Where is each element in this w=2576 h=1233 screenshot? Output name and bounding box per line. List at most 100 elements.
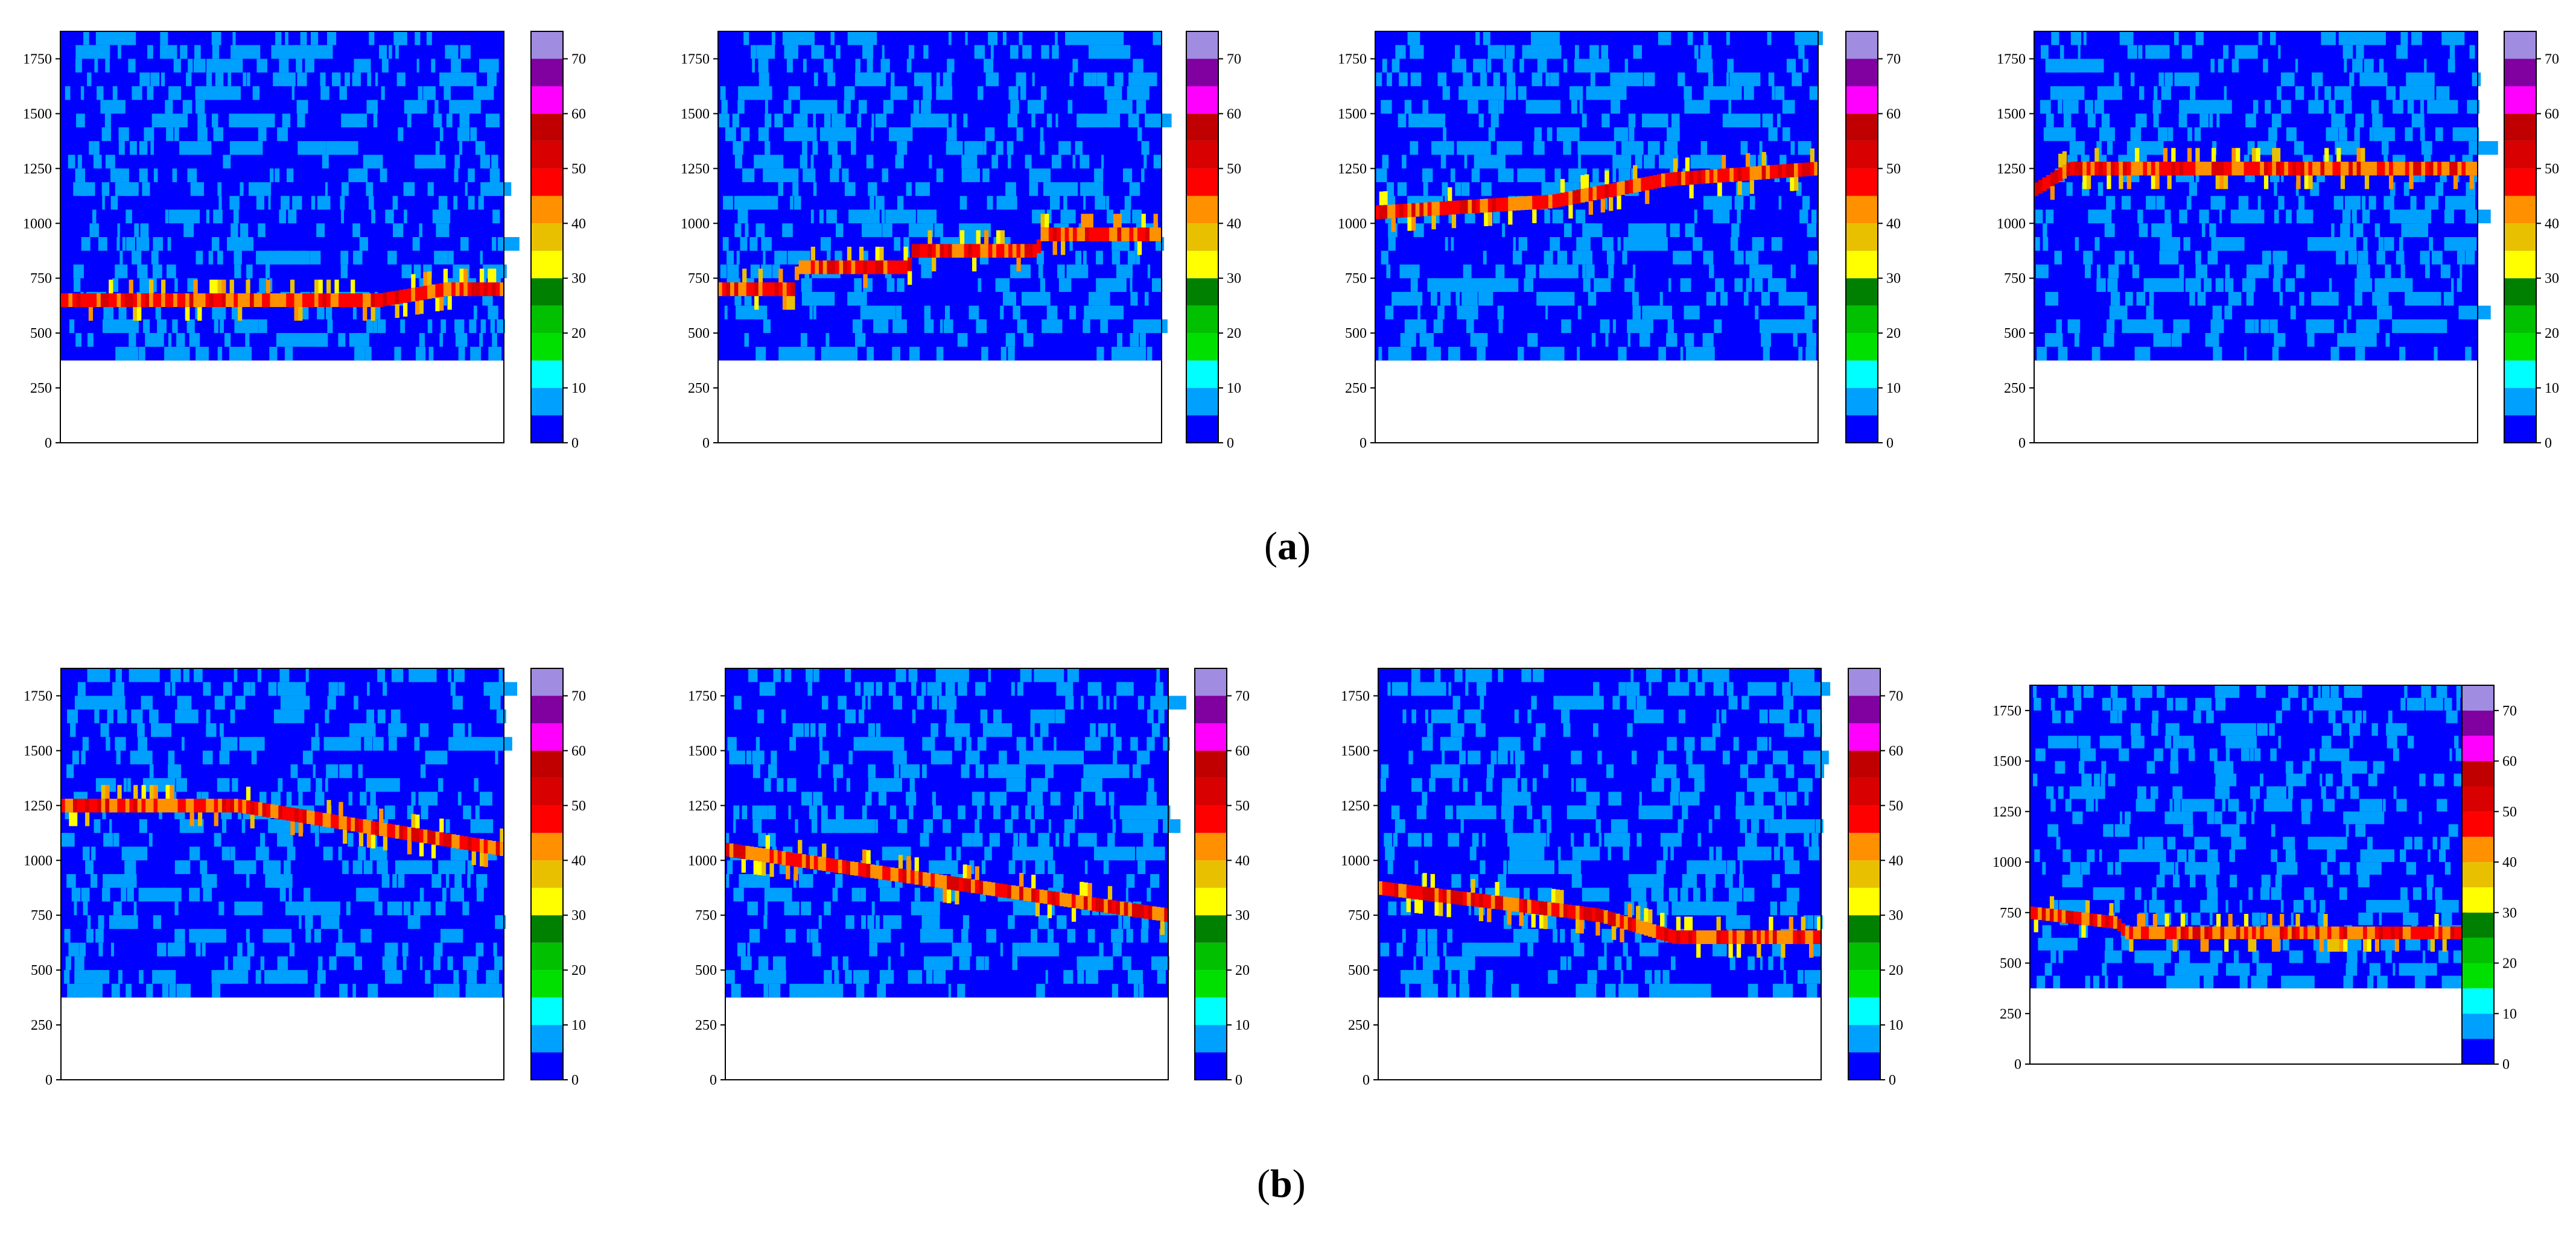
track-cell <box>886 867 891 881</box>
heatmap-cell <box>284 250 310 265</box>
track-cell <box>1790 177 1795 191</box>
heatmap-cell <box>810 209 814 224</box>
plot-frame <box>1375 31 1819 443</box>
heatmap-cell <box>1809 86 1818 100</box>
heatmap-cell <box>277 956 288 971</box>
track-cell <box>2111 162 2116 176</box>
heatmap-cell <box>395 45 399 59</box>
heatmap-cell <box>2369 127 2373 141</box>
track-cell <box>427 830 432 845</box>
heatmap-cell <box>764 901 768 916</box>
heatmap-cell <box>2306 319 2311 334</box>
track-cell <box>2296 175 2301 189</box>
heatmap-cell <box>1630 668 1634 682</box>
heatmap-cell <box>1041 750 1067 765</box>
track-cell <box>770 282 775 296</box>
heatmap-cell <box>1123 915 1130 929</box>
heatmap-cell <box>1029 168 1051 182</box>
track-cell <box>189 293 194 307</box>
heatmap-cell <box>2103 333 2114 347</box>
track-cell <box>975 880 979 894</box>
heatmap-cell <box>352 72 361 86</box>
heatmap-cell <box>752 805 768 819</box>
heatmap-cell <box>91 874 98 888</box>
heatmap-cell <box>2054 250 2062 265</box>
track-cell <box>447 833 452 848</box>
heatmap-cell <box>1790 887 1799 902</box>
heatmap-cell <box>1474 141 1482 155</box>
heatmap-cell <box>402 942 409 957</box>
heatmap-cell <box>2365 264 2370 279</box>
heatmap-cell <box>889 100 894 114</box>
track-cell <box>754 296 759 310</box>
heatmap-cell <box>733 887 744 902</box>
colorbar-bin <box>1195 1025 1227 1053</box>
heatmap-cell <box>1661 31 1671 45</box>
track-cell <box>354 293 360 307</box>
track-cell <box>790 282 795 296</box>
heatmap-cell <box>1587 970 1597 984</box>
heatmap-cell <box>1678 819 1684 833</box>
heatmap-cell <box>2466 250 2469 265</box>
heatmap-cell <box>285 901 292 916</box>
heatmap-cell <box>1033 100 1045 114</box>
track-cell <box>2227 162 2232 176</box>
heatmap-cell <box>275 31 278 45</box>
track-cell <box>2155 162 2160 176</box>
heatmap-cell <box>2423 154 2428 169</box>
heatmap-cell <box>1687 31 1693 45</box>
y-tick-label: 1750 <box>688 688 717 704</box>
track-cell <box>992 244 997 258</box>
heatmap-cell <box>911 346 920 361</box>
y-tick-label: 750 <box>31 908 52 924</box>
heatmap-cell <box>2438 291 2441 306</box>
heatmap-cell <box>763 915 768 929</box>
heatmap-cell <box>81 696 87 710</box>
heatmap-cell <box>211 31 221 45</box>
track-cell <box>346 293 351 307</box>
track-cell <box>1460 200 1465 214</box>
heatmap-cell <box>764 86 768 100</box>
heatmap-cell <box>2331 223 2335 237</box>
heatmap-cell <box>1146 791 1157 806</box>
heatmap-cell <box>1594 696 1604 710</box>
heatmap-cell <box>195 668 203 682</box>
colorbar-tick-label: 50 <box>2545 161 2559 177</box>
heatmap-cell <box>1658 346 1666 361</box>
colorbar-bin <box>2504 223 2536 251</box>
track-cell <box>932 258 937 271</box>
heatmap-cell <box>2310 100 2324 114</box>
track-cell <box>938 874 943 889</box>
heatmap-cell <box>488 346 491 361</box>
heatmap-cell <box>1799 970 1803 984</box>
heatmap-cell <box>434 250 448 265</box>
heatmap-cell <box>982 168 990 182</box>
colorbar-bin <box>1195 723 1227 751</box>
heatmap-cell <box>271 860 281 874</box>
heatmap-cell <box>2125 31 2134 45</box>
heatmap-cell <box>1052 45 1059 59</box>
colorbar-bin <box>1186 415 1218 443</box>
heatmap-cell <box>1515 750 1525 765</box>
heatmap-cell <box>1547 832 1550 847</box>
heatmap-cell <box>109 915 120 929</box>
heatmap-cell <box>2260 209 2265 224</box>
track-cell <box>2349 162 2353 176</box>
heatmap-cell <box>1804 970 1813 984</box>
heatmap-cell <box>1031 113 1035 128</box>
heatmap-cell <box>1385 305 1394 320</box>
y-tick-label: 0 <box>45 436 52 451</box>
heatmap-cell <box>1399 72 1408 86</box>
track-cell <box>1754 166 1758 180</box>
track-cell <box>1487 908 1492 922</box>
heatmap-cell <box>92 209 97 224</box>
track-cell <box>451 834 456 848</box>
heatmap-cell <box>886 915 894 929</box>
y-tick-label: 750 <box>695 908 717 924</box>
heatmap-cell <box>1143 832 1154 847</box>
heatmap-cell <box>416 59 419 73</box>
track-cell <box>1039 889 1044 904</box>
heatmap-cell <box>359 237 368 251</box>
heatmap-cell <box>1478 59 1486 73</box>
